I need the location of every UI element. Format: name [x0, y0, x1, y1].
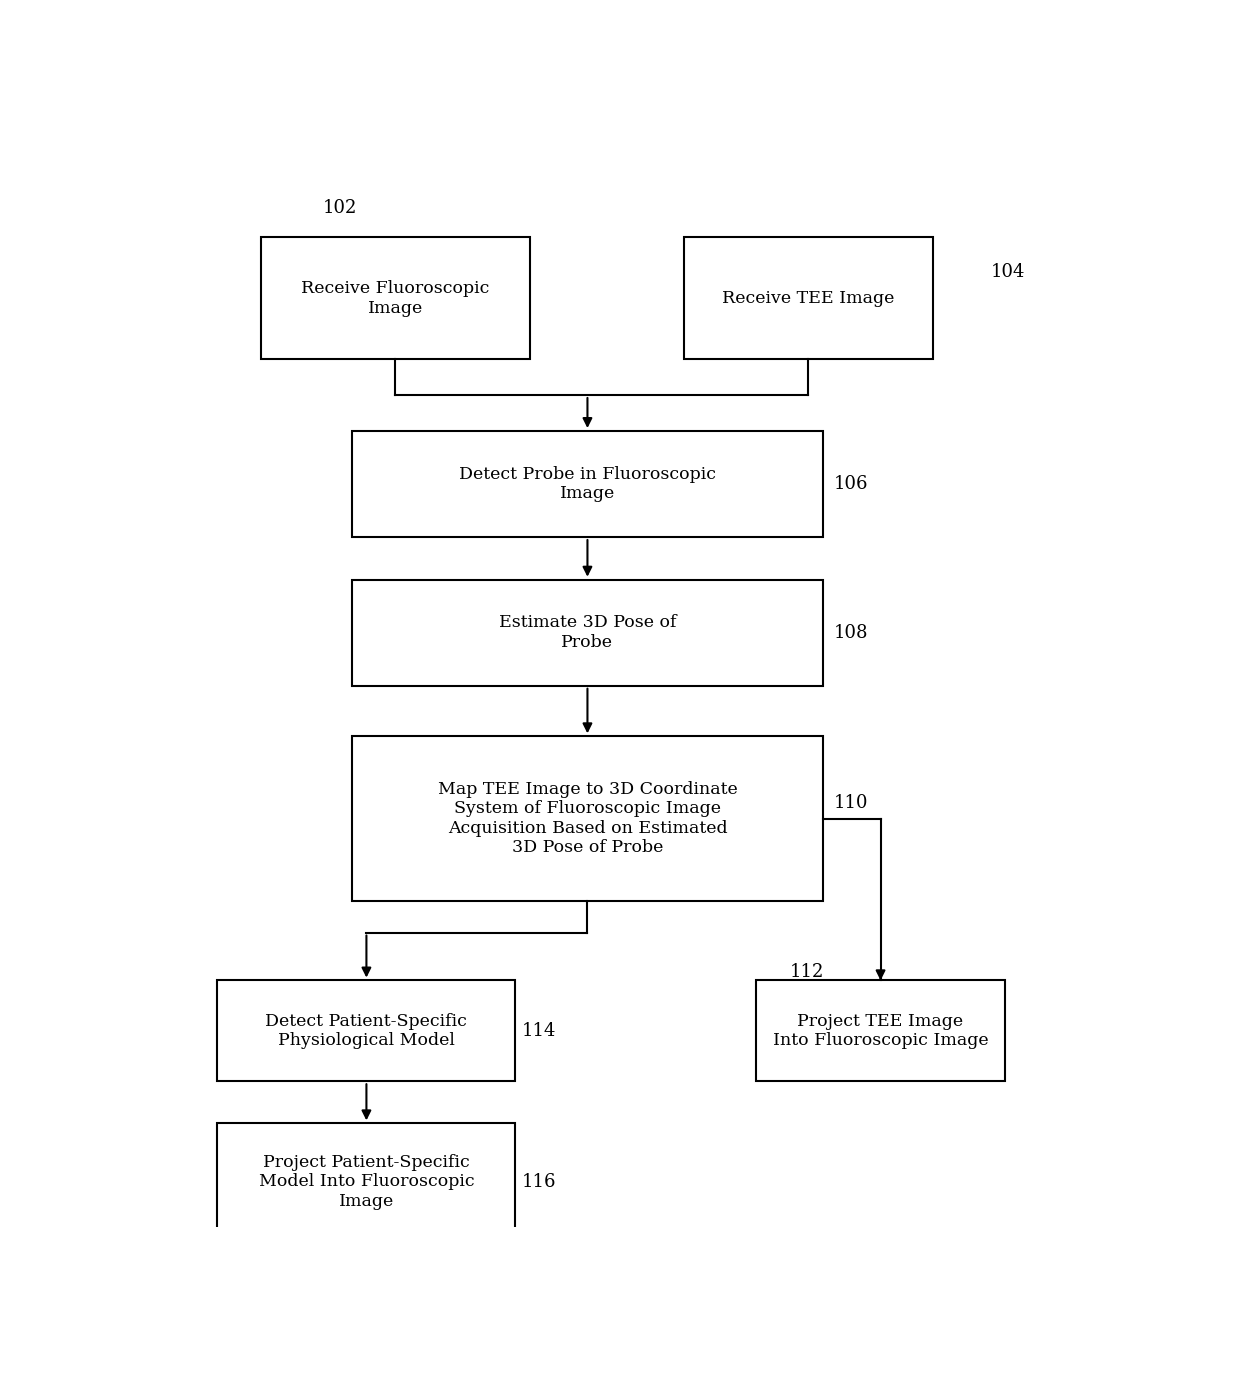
- Text: 106: 106: [833, 474, 868, 494]
- Text: Receive Fluoroscopic
Image: Receive Fluoroscopic Image: [301, 280, 490, 317]
- Text: Estimate 3D Pose of
Probe: Estimate 3D Pose of Probe: [498, 615, 676, 651]
- Text: Receive TEE Image: Receive TEE Image: [722, 290, 895, 306]
- Text: 104: 104: [991, 262, 1025, 281]
- Text: Project Patient-Specific
Model Into Fluoroscopic
Image: Project Patient-Specific Model Into Fluo…: [259, 1154, 474, 1209]
- Bar: [352, 432, 823, 538]
- Text: Project TEE Image
Into Fluoroscopic Image: Project TEE Image Into Fluoroscopic Imag…: [773, 1012, 988, 1049]
- Text: 110: 110: [833, 793, 868, 812]
- Bar: [217, 980, 516, 1081]
- Text: Map TEE Image to 3D Coordinate
System of Fluoroscopic Image
Acquisition Based on: Map TEE Image to 3D Coordinate System of…: [438, 781, 738, 856]
- Bar: [352, 579, 823, 685]
- Text: Detect Patient-Specific
Physiological Model: Detect Patient-Specific Physiological Mo…: [265, 1012, 467, 1049]
- Text: 116: 116: [522, 1172, 557, 1190]
- Text: 112: 112: [789, 964, 823, 982]
- Text: 114: 114: [522, 1022, 557, 1040]
- Text: Detect Probe in Fluoroscopic
Image: Detect Probe in Fluoroscopic Image: [459, 466, 715, 502]
- Text: 102: 102: [324, 199, 357, 217]
- Bar: [683, 237, 934, 360]
- Bar: [260, 237, 529, 360]
- Text: 108: 108: [833, 623, 868, 641]
- Bar: [217, 1124, 516, 1240]
- Bar: [755, 980, 1006, 1081]
- Bar: [352, 736, 823, 900]
